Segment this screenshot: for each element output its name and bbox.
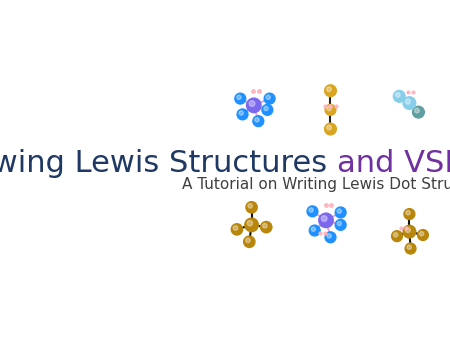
- Circle shape: [319, 213, 333, 227]
- Circle shape: [327, 106, 331, 111]
- Circle shape: [324, 85, 336, 97]
- Circle shape: [393, 233, 398, 237]
- Circle shape: [324, 123, 336, 135]
- Circle shape: [404, 209, 415, 219]
- Circle shape: [237, 109, 248, 120]
- Circle shape: [311, 227, 315, 231]
- Circle shape: [246, 238, 250, 243]
- Circle shape: [403, 225, 416, 238]
- Circle shape: [325, 104, 336, 115]
- Circle shape: [413, 106, 424, 118]
- Circle shape: [262, 104, 273, 115]
- Circle shape: [321, 216, 327, 221]
- Circle shape: [335, 219, 346, 230]
- Circle shape: [405, 243, 416, 254]
- Circle shape: [406, 211, 410, 215]
- Circle shape: [405, 99, 410, 104]
- Circle shape: [247, 98, 261, 113]
- Circle shape: [419, 232, 424, 236]
- Circle shape: [262, 223, 267, 228]
- Circle shape: [335, 207, 346, 218]
- Circle shape: [392, 231, 402, 242]
- Circle shape: [261, 221, 272, 233]
- Circle shape: [396, 93, 400, 97]
- Circle shape: [418, 229, 428, 240]
- Text: Drawing Lewis Structures: Drawing Lewis Structures: [0, 150, 337, 179]
- Circle shape: [245, 218, 258, 232]
- Circle shape: [239, 111, 243, 115]
- Circle shape: [407, 245, 411, 249]
- Circle shape: [337, 221, 342, 226]
- Circle shape: [231, 224, 243, 235]
- Circle shape: [403, 97, 416, 110]
- Circle shape: [307, 206, 318, 217]
- Circle shape: [233, 226, 238, 230]
- Circle shape: [247, 220, 252, 226]
- Circle shape: [309, 225, 320, 236]
- Circle shape: [309, 208, 313, 212]
- Circle shape: [255, 118, 259, 122]
- Circle shape: [266, 95, 270, 99]
- Circle shape: [264, 106, 268, 111]
- Circle shape: [248, 204, 252, 208]
- Circle shape: [246, 202, 257, 213]
- Circle shape: [327, 87, 331, 92]
- Text: A Tutorial on Writing Lewis Dot Structure: A Tutorial on Writing Lewis Dot Structur…: [182, 177, 450, 192]
- Circle shape: [337, 209, 342, 213]
- Circle shape: [253, 116, 264, 127]
- Circle shape: [393, 90, 405, 102]
- Circle shape: [237, 95, 241, 99]
- Circle shape: [327, 234, 331, 238]
- Circle shape: [327, 125, 331, 130]
- Circle shape: [414, 108, 419, 113]
- Circle shape: [325, 232, 336, 243]
- Circle shape: [243, 236, 255, 247]
- Circle shape: [264, 93, 275, 104]
- Circle shape: [249, 101, 255, 106]
- Circle shape: [235, 93, 246, 104]
- Text: and VSEPR: and VSEPR: [337, 150, 450, 179]
- Circle shape: [405, 227, 410, 233]
